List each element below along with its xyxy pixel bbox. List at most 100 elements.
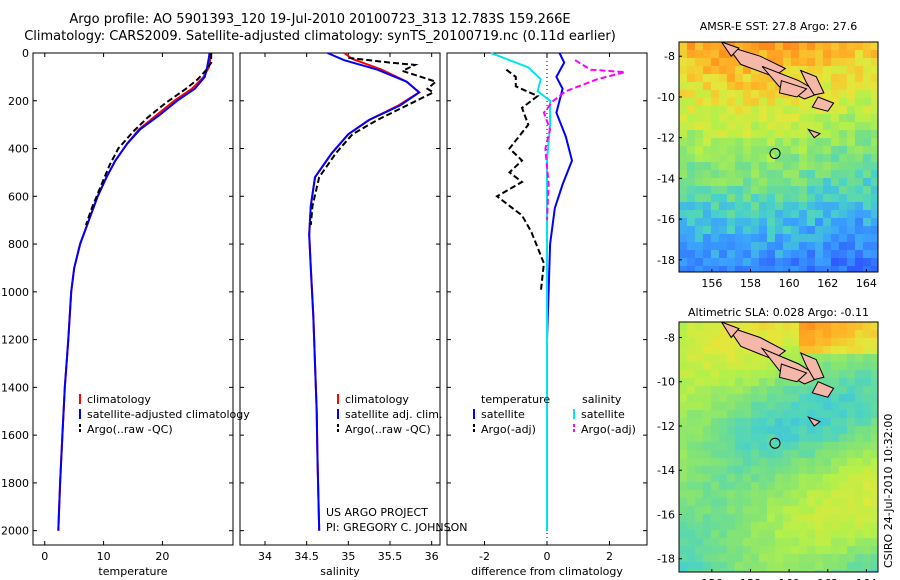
map-cell xyxy=(847,450,856,459)
map-cell xyxy=(791,426,800,435)
map-cell xyxy=(711,138,720,147)
y-tick-label: -18 xyxy=(657,553,675,566)
map-cell xyxy=(791,114,800,123)
map-cell xyxy=(839,554,848,563)
map-cell xyxy=(687,514,696,523)
map-cell xyxy=(687,498,696,507)
map-cell xyxy=(703,42,712,51)
map-cell xyxy=(743,250,752,259)
map-cell xyxy=(695,370,704,379)
map-cell xyxy=(823,58,832,67)
map-cell xyxy=(703,554,712,563)
map-cell xyxy=(743,394,752,403)
map-cell xyxy=(839,378,848,387)
map-cell xyxy=(719,362,728,371)
map-cell xyxy=(807,506,816,515)
map-cell xyxy=(679,138,688,147)
map-cell xyxy=(863,546,872,555)
map-cell xyxy=(735,130,744,139)
map-cell xyxy=(783,330,792,339)
map-cell xyxy=(727,82,736,91)
map-cell xyxy=(719,66,728,75)
map-cell xyxy=(687,218,696,227)
map-cell xyxy=(847,58,856,67)
map-cell xyxy=(759,442,768,451)
map-cell xyxy=(839,138,848,147)
map-cell xyxy=(855,138,864,147)
map-cell xyxy=(727,138,736,147)
map-cell xyxy=(815,162,824,171)
map-cell xyxy=(719,138,728,147)
map-cell xyxy=(791,410,800,419)
map-cell xyxy=(847,122,856,131)
map-cell xyxy=(711,202,720,211)
map-cell xyxy=(799,434,808,443)
y-tick-label: 0 xyxy=(22,47,29,60)
map-cell xyxy=(743,522,752,531)
map-cell xyxy=(751,514,760,523)
map-cell xyxy=(831,146,840,155)
map-cell xyxy=(735,242,744,251)
map-cell xyxy=(871,458,878,467)
map-cell xyxy=(807,138,816,147)
map-cell xyxy=(839,330,848,339)
map-cell xyxy=(847,346,856,355)
x-tick-label: 35 xyxy=(341,550,355,563)
map-cell xyxy=(791,106,800,115)
map-cell xyxy=(767,154,776,163)
map-cell xyxy=(751,450,760,459)
map-cell xyxy=(791,434,800,443)
map-cell xyxy=(711,506,720,515)
map-cell xyxy=(719,82,728,91)
map-cell xyxy=(855,178,864,187)
map-cell xyxy=(735,394,744,403)
map-cell xyxy=(735,458,744,467)
map-cell xyxy=(871,186,878,195)
map-cell xyxy=(863,122,872,131)
map-cell xyxy=(719,378,728,387)
map-cell xyxy=(823,138,832,147)
map-cell xyxy=(831,410,840,419)
map-cell xyxy=(783,258,792,267)
map-cell xyxy=(831,362,840,371)
map-cell xyxy=(751,266,760,272)
map-cell xyxy=(807,378,816,387)
sla-map: 156158160162164-8-10-12-14-16-18Altimetr… xyxy=(657,306,879,580)
map-cell xyxy=(743,122,752,131)
map-cell xyxy=(759,82,768,91)
map-cell xyxy=(711,402,720,411)
map-cell xyxy=(831,458,840,467)
map-cell xyxy=(839,194,848,203)
map-cell xyxy=(719,250,728,259)
map-cell xyxy=(815,258,824,267)
map-cell xyxy=(863,386,872,395)
map-cell xyxy=(735,450,744,459)
x-tick-label: 164 xyxy=(856,277,877,290)
map-cell xyxy=(767,210,776,219)
map-cell xyxy=(719,458,728,467)
map-cell xyxy=(847,378,856,387)
map-cell xyxy=(863,522,872,531)
map-cell xyxy=(807,546,816,555)
map-cell xyxy=(775,554,784,563)
map-cell xyxy=(695,378,704,387)
map-cell xyxy=(847,498,856,507)
map-cell xyxy=(831,538,840,547)
map-cell xyxy=(703,154,712,163)
map-cell xyxy=(783,426,792,435)
map-cell xyxy=(759,170,768,179)
map-cell xyxy=(759,562,768,571)
credit-line1: US ARGO PROJECT xyxy=(326,506,428,519)
map-cell xyxy=(759,138,768,147)
map-cell xyxy=(831,322,840,331)
map-cell xyxy=(823,162,832,171)
map-cell xyxy=(711,250,720,259)
map-cell xyxy=(727,514,736,523)
map-cell xyxy=(855,114,864,123)
map-cell xyxy=(815,178,824,187)
map-cell xyxy=(735,66,744,75)
map-cell xyxy=(823,522,832,531)
map-cell xyxy=(751,122,760,131)
map-cell xyxy=(855,66,864,75)
map-cell xyxy=(863,474,872,483)
